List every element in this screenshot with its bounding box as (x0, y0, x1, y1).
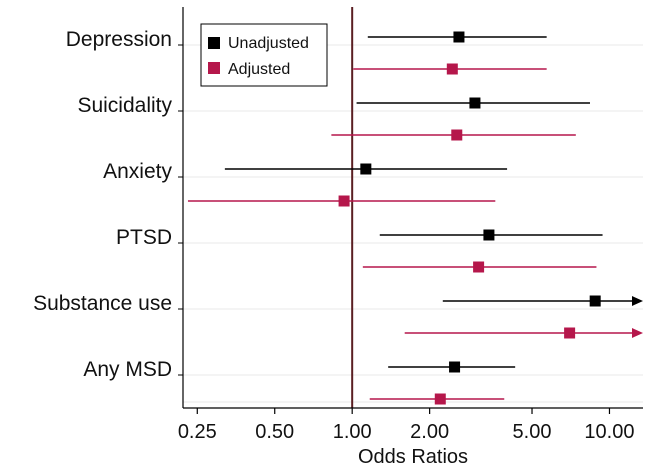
x-ticks: 0.25 0.50 1.00 2.00 5.00 10.00 (178, 408, 634, 443)
ci-arrowhead (632, 328, 643, 338)
category-label: Suicidality (77, 94, 172, 117)
odds-ratio-marker (589, 295, 601, 307)
x-tick-label: 1.00 (333, 421, 372, 443)
category-label: Any MSD (83, 358, 172, 381)
x-axis-title: Odds Ratios (358, 446, 468, 468)
odds-ratio-marker (469, 97, 481, 109)
odds-ratio-marker (338, 195, 350, 207)
category-label: Anxiety (103, 160, 172, 183)
legend: Unadjusted Adjusted (200, 23, 328, 87)
legend-label-adjusted: Adjusted (228, 61, 290, 78)
odds-ratio-marker (360, 163, 372, 175)
odds-ratio-marker (473, 261, 485, 273)
odds-ratio-marker (564, 327, 576, 339)
odds-ratio-marker (434, 393, 446, 405)
odds-ratio-marker (483, 229, 495, 241)
legend-swatch-unadjusted (208, 37, 220, 49)
category-label: Substance use (33, 292, 172, 315)
odds-ratio-marker (451, 129, 463, 141)
category-label: PTSD (116, 226, 172, 249)
odds-ratio-markers (338, 31, 601, 405)
category-label: Depression (66, 28, 172, 51)
legend-swatch-adjusted (208, 62, 220, 74)
x-tick-label: 0.50 (255, 421, 294, 443)
x-tick-label: 10.00 (584, 421, 634, 443)
legend-label-unadjusted: Unadjusted (228, 35, 309, 52)
ci-arrowhead (632, 296, 643, 306)
odds-ratio-marker (453, 31, 465, 43)
odds-ratio-marker (446, 63, 458, 75)
x-tick-label: 2.00 (410, 421, 449, 443)
category-labels: Depression Suicidality Anxiety PTSD Substanc… (33, 28, 183, 381)
legend-box (200, 23, 328, 87)
x-tick-label: 5.00 (513, 421, 552, 443)
odds-ratio-marker (449, 361, 461, 373)
x-tick-label: 0.25 (178, 421, 217, 443)
